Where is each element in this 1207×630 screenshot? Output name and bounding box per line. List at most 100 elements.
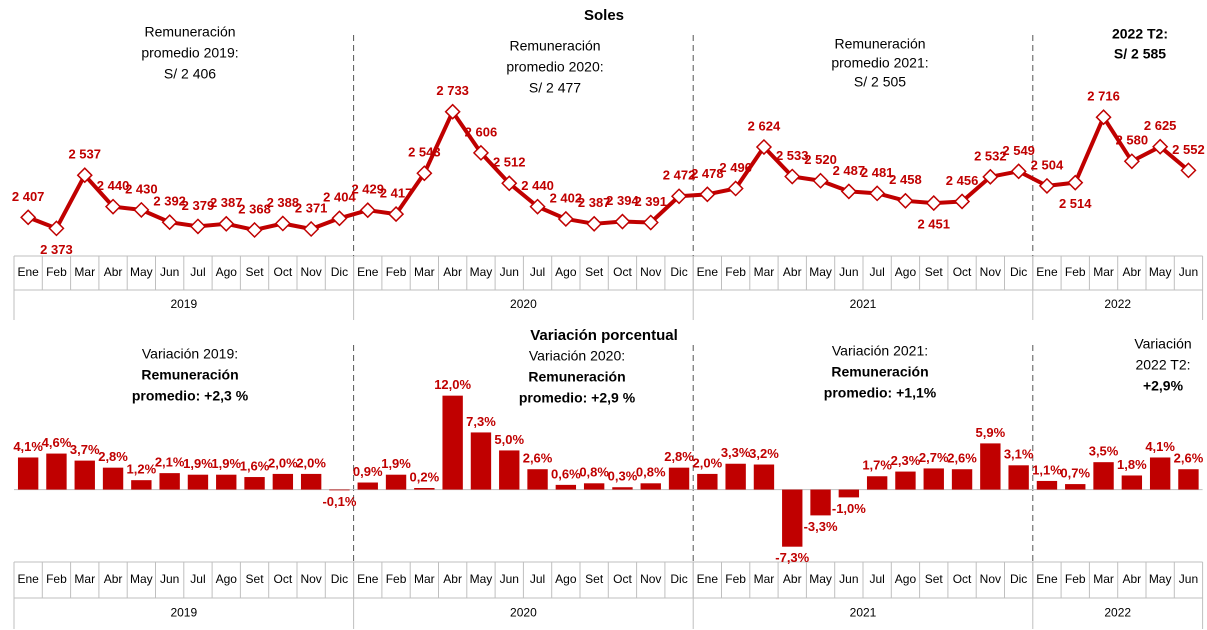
bar [442, 395, 463, 490]
data-label: 2 402 [550, 190, 583, 205]
x-tick-label: Dic [331, 572, 348, 586]
data-label: 0,8% [636, 465, 666, 480]
data-label: 3,5% [1089, 444, 1119, 459]
x-tick-label: Ago [895, 572, 917, 586]
bar [668, 467, 690, 490]
bar [300, 473, 322, 490]
marker [1010, 163, 1027, 180]
x-tick-label: Nov [300, 265, 321, 279]
data-label: 2,8% [98, 449, 128, 464]
bar [583, 483, 605, 490]
x-tick-label: May [809, 572, 832, 586]
annotation: 2022 T2: [1135, 357, 1190, 373]
x-tick-label: Jul [190, 265, 205, 279]
marker [812, 172, 829, 189]
bar [866, 476, 888, 490]
data-label: 2 533 [776, 148, 809, 163]
x-tick-label: Abr [1123, 265, 1142, 279]
x-tick-label: Ago [895, 265, 917, 279]
x-tick-label: Ene [17, 572, 39, 586]
x-tick-label: Mar [754, 265, 775, 279]
marker [1067, 174, 1084, 191]
data-label: 2 407 [12, 189, 45, 204]
data-label: 2 733 [436, 83, 469, 98]
data-label: 2 504 [1031, 157, 1064, 172]
data-label: 0,7% [1060, 466, 1090, 481]
marker [218, 215, 235, 232]
data-label: 3,1% [1004, 447, 1034, 462]
data-label: 5,9% [976, 425, 1006, 440]
data-label: 1,7% [862, 458, 892, 473]
data-label: 2 606 [465, 124, 498, 139]
marker [699, 186, 716, 203]
x-tick-label: Abr [443, 572, 462, 586]
bar [329, 489, 350, 491]
year-label: 2021 [850, 606, 877, 620]
bar [499, 450, 520, 490]
x-tick-label: May [130, 265, 153, 279]
x-tick-label: Ago [216, 572, 238, 586]
data-label: 2 458 [889, 172, 922, 187]
marker [953, 193, 971, 210]
data-label: 2 549 [1002, 143, 1035, 158]
bar [74, 460, 95, 490]
x-tick-label: Set [246, 572, 265, 586]
x-tick-label: Jun [500, 265, 519, 279]
bar [357, 482, 378, 490]
x-tick-label: Jun [160, 572, 179, 586]
x-tick-label: Mar [74, 572, 95, 586]
bar [1149, 457, 1171, 490]
data-label: 2 487 [833, 163, 866, 178]
data-label: 0,9% [353, 464, 383, 479]
x-tick-label: Feb [386, 265, 407, 279]
data-label: 4,1% [1145, 439, 1175, 454]
data-label: 2 392 [153, 194, 186, 209]
data-label: 2 481 [861, 165, 894, 180]
bar [131, 480, 152, 490]
x-tick-label: Nov [640, 572, 661, 586]
bar [951, 469, 973, 490]
x-tick-label: Oct [274, 572, 293, 586]
marker [755, 138, 773, 156]
data-label: 2 512 [493, 155, 526, 170]
annotation: promedio 2020: [506, 59, 603, 75]
marker [897, 192, 914, 209]
data-label: 2 429 [351, 182, 384, 197]
bar [782, 489, 803, 547]
data-label: 1,9% [183, 456, 213, 471]
data-label: 0,6% [551, 466, 581, 481]
year-label: 2019 [170, 606, 197, 620]
data-label: 1,6% [240, 458, 270, 473]
x-tick-label: Abr [104, 572, 123, 586]
bar [385, 474, 407, 490]
year-label: 2020 [510, 606, 537, 620]
x-tick-label: Nov [640, 265, 661, 279]
marker [274, 215, 291, 232]
data-label: 2 532 [974, 148, 1007, 163]
data-label: 5,0% [494, 432, 524, 447]
bar [555, 484, 577, 490]
data-label: 2 580 [1116, 133, 1149, 148]
marker [189, 218, 207, 235]
year-label: 2019 [170, 297, 197, 311]
marker [472, 144, 490, 161]
marker [1152, 138, 1169, 155]
marker [20, 209, 37, 226]
data-label: 2,6% [523, 451, 553, 466]
annotation: S/ 2 406 [164, 66, 216, 82]
data-label: 2 624 [748, 118, 781, 133]
x-tick-label: Ene [357, 572, 379, 586]
x-tick-label: May [809, 265, 832, 279]
x-tick-label: Jul [530, 265, 545, 279]
bar [1065, 484, 1086, 490]
annotation: Variación 2020: [529, 348, 625, 364]
data-label: 2 537 [68, 147, 101, 162]
x-tick-label: Jul [190, 572, 205, 586]
annotation: Remuneración [509, 38, 600, 54]
data-label: 2 417 [380, 186, 413, 201]
bar [216, 474, 237, 490]
bar [980, 443, 1001, 490]
year-label: 2020 [510, 297, 537, 311]
year-label: 2021 [850, 297, 877, 311]
